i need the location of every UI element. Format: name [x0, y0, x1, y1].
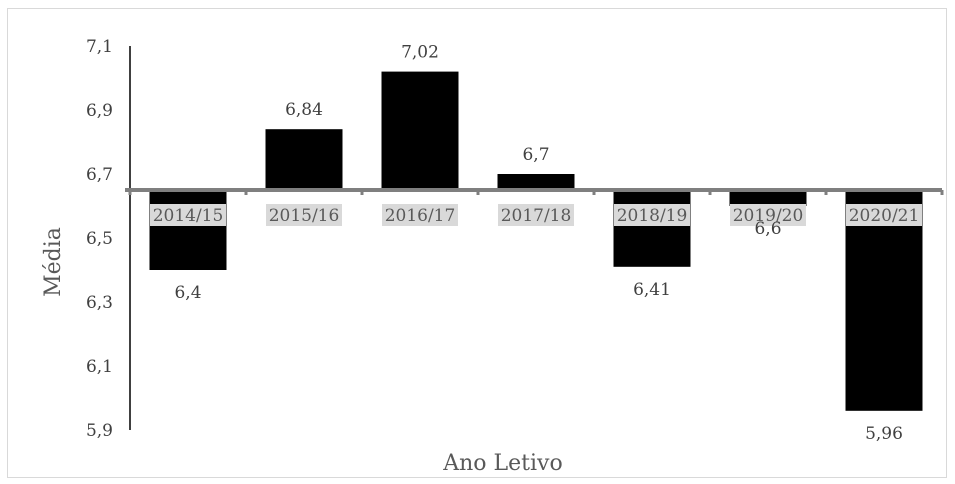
data-label: 5,96 — [865, 424, 903, 444]
chart-frame — [7, 8, 947, 478]
category-label-background — [846, 204, 922, 226]
data-label: 6,41 — [633, 280, 671, 300]
y-tick-label: 6,5 — [86, 229, 113, 249]
data-label: 6,84 — [285, 100, 323, 120]
category-label-background — [266, 204, 342, 226]
x-axis: 2014/15 2015/16 2016/17 2017/18 2018/19 2019/… — [125, 188, 944, 226]
category-label: 2019/20 — [733, 206, 804, 226]
category-label: 2014/15 — [153, 206, 224, 226]
category-label: 2018/19 — [617, 206, 688, 226]
y-tick-label: 6,1 — [86, 357, 113, 377]
category-label-background — [614, 204, 690, 226]
y-tick-label: 6,9 — [86, 101, 113, 121]
bar — [729, 190, 807, 206]
category-label: 2016/17 — [385, 206, 456, 226]
data-label: 6,4 — [174, 283, 201, 303]
data-label: 7,02 — [401, 43, 439, 63]
y-axis: 5,9 6,1 6,3 6,5 6,7 6,9 7,1 — [86, 37, 131, 441]
category-label-background — [730, 204, 806, 226]
bar — [381, 71, 459, 190]
x-axis-title: Ano Letivo — [442, 451, 562, 476]
data-labels: 6,4 6,84 7,02 6,7 6,41 6,6 5,96 — [174, 43, 902, 444]
bar — [613, 190, 691, 267]
data-label: 6,7 — [522, 145, 549, 165]
category-label: 2020/21 — [849, 206, 920, 226]
y-tick-label: 6,3 — [86, 293, 113, 313]
category-label: 2017/18 — [501, 206, 572, 226]
y-tick-label: 7,1 — [86, 37, 113, 57]
bar — [497, 174, 575, 190]
data-label: 6,6 — [754, 219, 781, 239]
bars — [149, 71, 923, 411]
bar — [265, 129, 343, 190]
y-axis-title: Média — [41, 227, 66, 297]
category-label-background — [498, 204, 574, 226]
bar — [149, 190, 227, 270]
y-tick-label: 5,9 — [86, 421, 113, 441]
category-label-background — [150, 204, 226, 226]
category-label: 2015/16 — [269, 206, 340, 226]
bar — [845, 190, 923, 411]
category-label-background — [382, 204, 458, 226]
y-tick-label: 6,7 — [86, 165, 113, 185]
